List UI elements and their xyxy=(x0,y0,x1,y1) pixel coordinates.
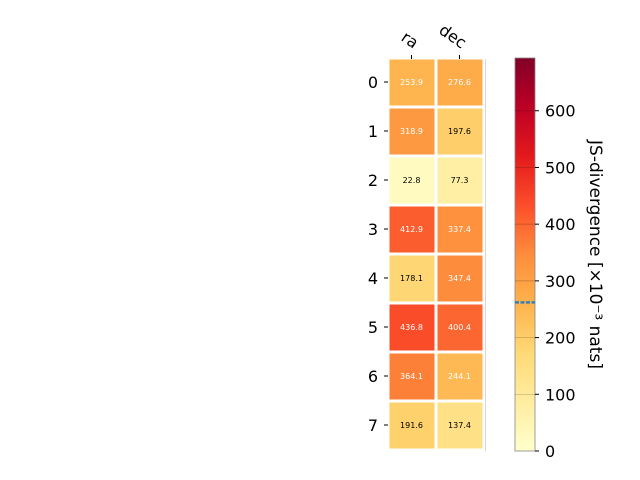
y-tick-label: 1 xyxy=(368,122,378,141)
colorbar-gradient xyxy=(514,57,536,452)
y-tick-label: 4 xyxy=(368,269,378,288)
heatmap-cell xyxy=(389,108,435,155)
cell-value-label: 22.8 xyxy=(403,176,421,185)
cell-value-label: 276.6 xyxy=(448,78,471,87)
colorbar-tick-label: 600 xyxy=(545,102,576,121)
cell-value-label: 244.1 xyxy=(448,372,471,381)
x-tick-label: ra xyxy=(398,27,422,52)
cell-value-label: 253.9 xyxy=(400,78,423,87)
heatmap-cell xyxy=(389,304,435,351)
cell-value-label: 77.3 xyxy=(451,176,469,185)
colorbar-label: JS-divergence [×10⁻³ nats] xyxy=(585,139,605,369)
cell-value-label: 178.1 xyxy=(400,274,423,283)
heatmap-cell xyxy=(437,59,483,106)
cell-value-label: 436.8 xyxy=(400,323,423,332)
cell-value-label: 197.6 xyxy=(448,127,471,136)
y-tick-label: 7 xyxy=(368,416,378,435)
heatmap-cell xyxy=(389,353,435,400)
heatmap-cell xyxy=(389,59,435,106)
x-tick-label: dec xyxy=(436,20,470,52)
y-tick-label: 6 xyxy=(368,367,378,386)
y-tick-label: 2 xyxy=(368,171,378,190)
cell-value-label: 347.4 xyxy=(448,274,471,283)
heatmap-cell xyxy=(389,402,435,449)
heatmap-cell xyxy=(437,108,483,155)
heatmap-cell xyxy=(437,206,483,253)
colorbar-tick-label: 100 xyxy=(545,385,576,404)
heatmap-cell xyxy=(389,206,435,253)
heatmap-cells: 253.9 276.6 318.9 197.6 22.8 77.3 412.9 337.4 17… xyxy=(389,59,486,451)
cell-value-label: 412.9 xyxy=(400,225,423,234)
colorbar-tick-label: 400 xyxy=(545,215,576,234)
cell-value-label: 400.4 xyxy=(448,323,471,332)
heatmap-cell xyxy=(437,402,483,449)
colorbar-tick-label: 500 xyxy=(545,158,576,177)
colorbar: 0 100 200 300 400 500 600 JS-divergence [×10⁻³ … xyxy=(514,57,605,461)
cell-value-label: 364.1 xyxy=(400,372,423,381)
colorbar-tick-label: 300 xyxy=(545,272,576,291)
heatmap-cell xyxy=(437,255,483,302)
colorbar-tick-label: 0 xyxy=(545,442,555,461)
x-axis-ticks: ra dec xyxy=(398,20,470,59)
cell-value-label: 137.4 xyxy=(448,421,471,430)
y-tick-label: 0 xyxy=(368,73,378,92)
heatmap-cell xyxy=(389,157,435,204)
heatmap-cell xyxy=(437,304,483,351)
cell-value-label: 318.9 xyxy=(400,127,423,136)
cell-value-label: 337.4 xyxy=(448,225,471,234)
colorbar-tick-label: 200 xyxy=(545,329,576,348)
heatmap-cell xyxy=(437,157,483,204)
heatmap-cell xyxy=(437,353,483,400)
heatmap-cell xyxy=(389,255,435,302)
y-tick-label: 3 xyxy=(368,220,378,239)
y-axis-ticks: 0 1 2 3 4 5 6 7 xyxy=(368,73,388,435)
y-tick-label: 5 xyxy=(368,318,378,337)
cell-value-label: 191.6 xyxy=(400,421,423,430)
